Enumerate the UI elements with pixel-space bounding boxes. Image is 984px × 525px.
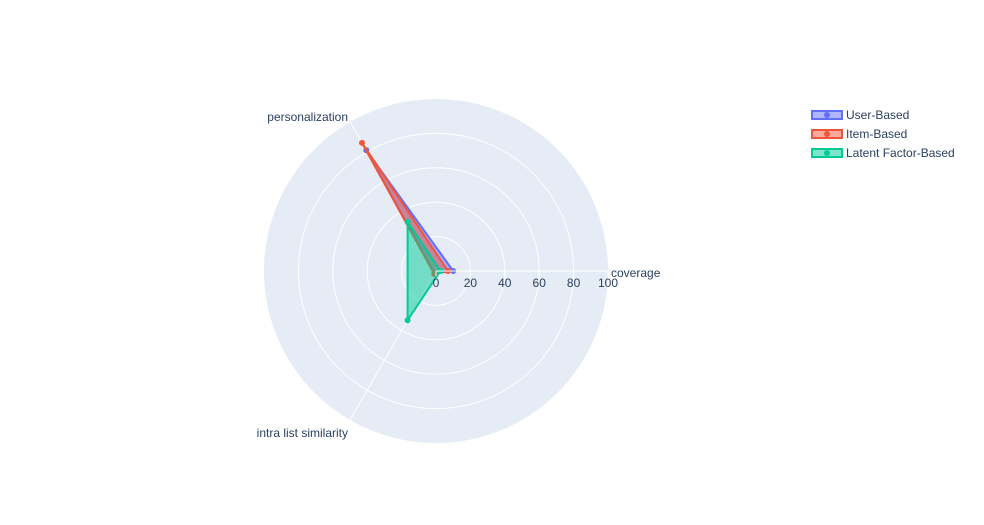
legend-item[interactable]: User-Based (811, 108, 909, 122)
radial-ticks: 0 20 40 60 80 100 (433, 270, 618, 290)
data-point (404, 218, 411, 225)
axis-label-personalization: personalization (267, 110, 348, 124)
radial-tick-label: 40 (498, 276, 512, 290)
legend-marker (824, 131, 830, 137)
radial-tick-label: 80 (567, 276, 581, 290)
legend-marker (824, 112, 830, 118)
data-point (359, 139, 365, 146)
legend[interactable]: User-Based Item-Based Latent Factor-Based (811, 108, 955, 160)
series-area (406, 220, 442, 322)
radial-tick-label: 100 (598, 276, 618, 290)
axis-label-coverage: coverage (611, 266, 661, 280)
data-point (404, 317, 411, 324)
legend-label: Latent Factor-Based (846, 146, 955, 160)
radial-tick-label: 60 (533, 276, 547, 290)
legend-marker (824, 150, 830, 156)
angular-axis-labels: coverage personalization intra list simila… (257, 110, 661, 440)
series-layer (359, 139, 457, 324)
axis-label-intra-list-similarity: intra list similarity (257, 426, 348, 440)
radial-tick-label: 0 (433, 276, 440, 290)
legend-label: User-Based (846, 108, 909, 122)
legend-item[interactable]: Item-Based (811, 127, 907, 141)
legend-label: Item-Based (846, 127, 907, 141)
radial-tick-label: 20 (464, 276, 478, 290)
legend-item[interactable]: Latent Factor-Based (811, 146, 955, 160)
